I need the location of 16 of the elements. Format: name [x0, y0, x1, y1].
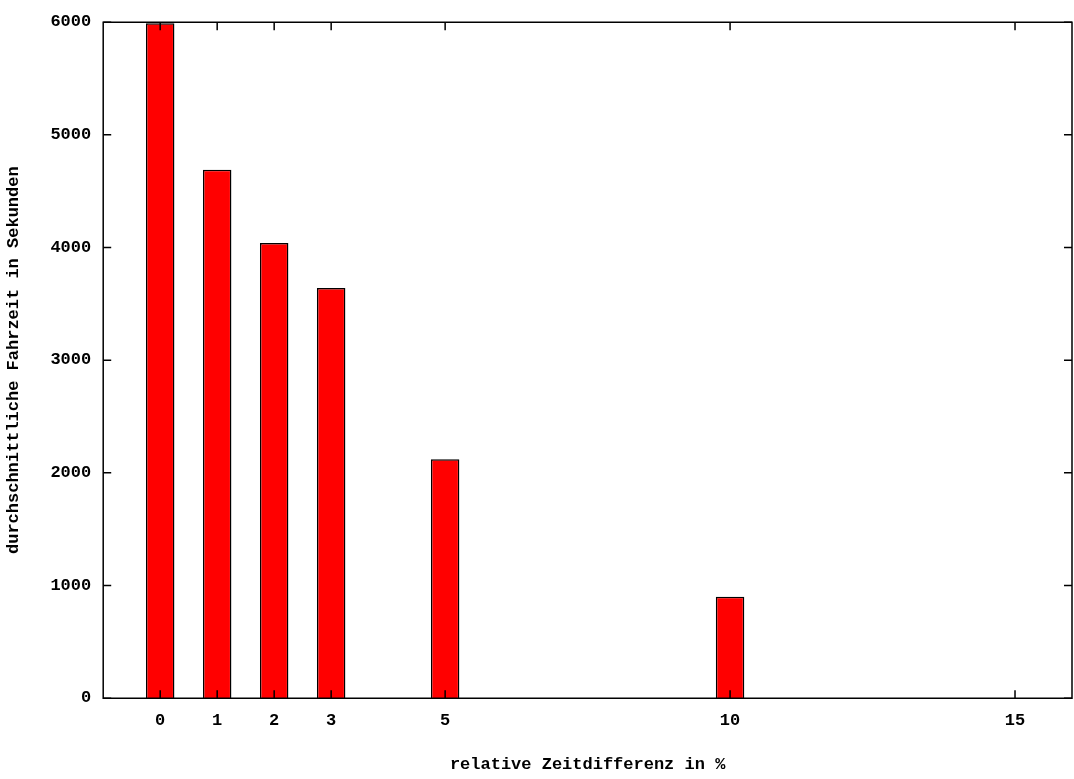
y-tick-label: 4000: [50, 237, 92, 257]
y-tick-label: 0: [81, 688, 92, 708]
x-tick-label: 1: [212, 710, 223, 730]
y-tick-label: 2000: [50, 463, 92, 483]
y-tick-label: 1000: [50, 575, 92, 595]
y-axis-title: durchschnittliche Fahrzeit in Sekunden: [4, 166, 24, 555]
x-tick-label: 15: [1004, 710, 1026, 730]
y-tick-label: 6000: [50, 12, 92, 32]
y-tick-label: 3000: [50, 350, 92, 370]
x-tick-label: 0: [155, 710, 166, 730]
x-tick-label: 10: [719, 710, 741, 730]
x-tick-label: 3: [326, 710, 337, 730]
x-axis-title: relative Zeitdifferenz in %: [449, 755, 727, 775]
y-tick-label: 5000: [50, 125, 92, 145]
x-tick-label: 2: [269, 710, 280, 730]
x-tick-label: 5: [440, 710, 451, 730]
